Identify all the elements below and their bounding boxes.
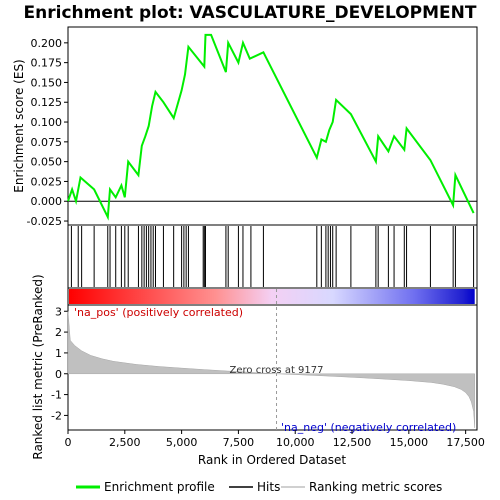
es-ytick-label-2: 0.025 bbox=[31, 175, 63, 188]
legend-enrichment-label: Enrichment profile bbox=[104, 480, 215, 494]
metric-ytick-label-2: 0 bbox=[55, 368, 62, 381]
es-y-axis-label: Enrichment score (ES) bbox=[12, 59, 26, 192]
metric-ytick-label-5: 3 bbox=[55, 305, 62, 318]
xtick-label-2: 5,000 bbox=[166, 436, 198, 449]
metric-ytick-label-1: -1 bbox=[51, 389, 62, 402]
es-ytick-label-0: -0.025 bbox=[27, 215, 62, 228]
es-ytick-label-4: 0.075 bbox=[31, 136, 63, 149]
xtick-label-6: 15,000 bbox=[390, 436, 429, 449]
xtick-label-0: 0 bbox=[65, 436, 72, 449]
zero-cross-label: Zero cross at 9177 bbox=[230, 365, 324, 376]
enrichment-profile-line bbox=[67, 33, 475, 221]
metric-ytick-label-0: -2 bbox=[51, 409, 62, 422]
es-ytick-label-1: 0.000 bbox=[31, 195, 63, 208]
rank-color-gradient bbox=[69, 289, 475, 304]
ranking-metric-area bbox=[67, 311, 475, 428]
chart-title: Enrichment plot: VASCULATURE_DEVELOPMENT bbox=[24, 3, 477, 23]
es-ytick-label-5: 0.100 bbox=[31, 116, 63, 129]
es-ytick-label-8: 0.175 bbox=[31, 57, 63, 70]
x-axis-ticks: 0 2,500 5,000 7,500 10,000 12,500 15,000 17,500 bbox=[65, 430, 485, 449]
hits-markers bbox=[70, 226, 475, 287]
es-ytick-label-6: 0.125 bbox=[31, 96, 63, 109]
metric-y-axis-label: Ranked list metric (PreRanked) bbox=[31, 274, 45, 459]
es-ytick-label-9: 0.200 bbox=[31, 37, 63, 50]
xtick-label-7: 17,500 bbox=[446, 436, 485, 449]
es-panel-frame bbox=[67, 26, 478, 226]
metric-ytick-label-3: 1 bbox=[55, 347, 62, 360]
metric-y-axis-ticks: -2 -1 0 1 2 3 bbox=[51, 305, 68, 422]
es-ytick-label-3: 0.050 bbox=[31, 156, 63, 169]
xtick-label-1: 2,500 bbox=[109, 436, 141, 449]
es-y-axis-ticks: -0.025 0.000 0.025 0.050 0.075 0.100 0.125 0.15… bbox=[27, 37, 68, 228]
metric-ytick-label-4: 2 bbox=[55, 326, 62, 339]
positive-correlation-label: 'na_pos' (positively correlated) bbox=[74, 306, 243, 319]
legend-metric-label: Ranking metric scores bbox=[309, 480, 442, 494]
xtick-label-3: 7,500 bbox=[223, 436, 255, 449]
hits-panel-frame bbox=[67, 224, 478, 289]
legend: Enrichment profile Hits Ranking metric s… bbox=[76, 480, 442, 494]
es-ytick-label-7: 0.150 bbox=[31, 76, 63, 89]
negative-correlation-label: 'na_neg' (negatively correlated) bbox=[281, 421, 456, 434]
xtick-label-5: 12,500 bbox=[333, 436, 372, 449]
xtick-label-4: 10,000 bbox=[276, 436, 315, 449]
x-axis-label: Rank in Ordered Dataset bbox=[198, 453, 346, 467]
legend-hits-label: Hits bbox=[257, 480, 280, 494]
